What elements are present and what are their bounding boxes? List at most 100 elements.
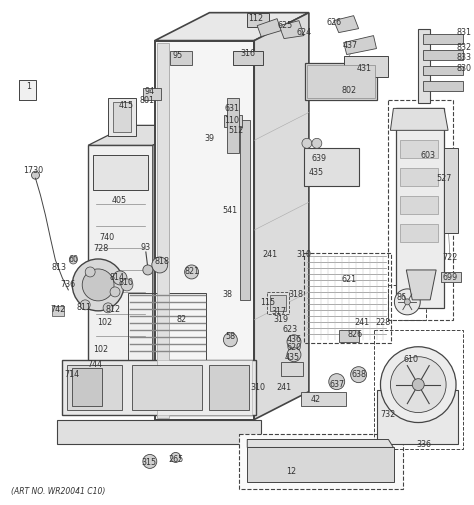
Bar xyxy=(155,40,254,420)
Circle shape xyxy=(184,265,199,279)
Bar xyxy=(247,447,394,482)
Text: 812: 812 xyxy=(106,306,120,314)
Bar xyxy=(396,109,444,308)
Text: 435: 435 xyxy=(308,168,323,177)
Circle shape xyxy=(287,348,301,362)
Bar xyxy=(344,56,388,77)
Text: 241: 241 xyxy=(263,250,278,260)
Text: 241: 241 xyxy=(354,318,369,327)
Bar xyxy=(304,148,359,186)
Text: 728: 728 xyxy=(93,243,109,252)
Text: 437: 437 xyxy=(343,41,358,50)
Circle shape xyxy=(72,259,124,311)
Text: 315: 315 xyxy=(141,458,156,467)
Circle shape xyxy=(287,335,301,349)
Text: 833: 833 xyxy=(456,53,472,62)
Bar xyxy=(88,145,153,385)
Circle shape xyxy=(394,289,420,315)
Text: 637: 637 xyxy=(329,380,344,389)
Circle shape xyxy=(110,287,120,297)
Text: 58: 58 xyxy=(225,332,236,341)
Text: 102: 102 xyxy=(98,318,113,327)
Text: 42: 42 xyxy=(311,395,321,404)
Circle shape xyxy=(143,454,157,469)
Text: 826: 826 xyxy=(347,330,362,339)
Text: (ART NO. WR20041 C10): (ART NO. WR20041 C10) xyxy=(10,487,105,496)
Bar xyxy=(388,285,426,320)
Text: 310: 310 xyxy=(296,250,311,260)
Circle shape xyxy=(404,299,410,305)
Text: 623: 623 xyxy=(283,325,298,334)
Text: 813: 813 xyxy=(52,264,67,273)
Text: 638: 638 xyxy=(351,370,366,379)
Bar xyxy=(157,42,169,418)
Bar xyxy=(376,390,458,444)
Bar xyxy=(63,360,256,415)
Polygon shape xyxy=(334,16,359,33)
Text: 310: 310 xyxy=(251,383,266,392)
Text: 336: 336 xyxy=(417,440,432,449)
Circle shape xyxy=(113,271,127,285)
Text: 95: 95 xyxy=(173,51,183,60)
Text: 436: 436 xyxy=(286,335,301,344)
Bar xyxy=(132,365,201,410)
Text: 639: 639 xyxy=(311,154,327,163)
Text: 265: 265 xyxy=(168,455,183,464)
Bar xyxy=(444,148,458,233)
Bar xyxy=(93,155,148,190)
Text: 714: 714 xyxy=(65,370,80,379)
Bar xyxy=(157,360,252,415)
Bar xyxy=(423,34,463,43)
Bar xyxy=(113,103,131,132)
Polygon shape xyxy=(391,109,448,130)
Text: 86: 86 xyxy=(396,293,406,302)
Text: 732: 732 xyxy=(381,410,396,419)
Circle shape xyxy=(381,347,456,423)
Bar xyxy=(304,253,392,343)
Circle shape xyxy=(171,452,181,463)
Circle shape xyxy=(121,279,133,291)
Text: 631: 631 xyxy=(225,104,240,113)
Text: 821: 821 xyxy=(184,268,199,276)
Circle shape xyxy=(223,333,237,347)
Text: 624: 624 xyxy=(296,28,311,37)
Bar xyxy=(305,63,376,100)
Text: 818: 818 xyxy=(154,258,169,267)
Text: 39: 39 xyxy=(204,134,215,143)
Bar xyxy=(128,293,207,362)
Text: 620: 620 xyxy=(286,343,301,352)
Text: 435: 435 xyxy=(284,353,300,362)
Text: 527: 527 xyxy=(437,174,452,183)
Bar xyxy=(228,98,239,154)
Bar xyxy=(423,81,463,91)
Text: 12: 12 xyxy=(286,467,296,476)
Bar xyxy=(53,306,64,316)
Text: 802: 802 xyxy=(341,86,356,95)
Text: 38: 38 xyxy=(222,290,232,299)
Text: 744: 744 xyxy=(88,360,103,369)
Text: 621: 621 xyxy=(341,275,356,284)
Text: 801: 801 xyxy=(139,96,155,105)
Polygon shape xyxy=(279,21,304,38)
Text: 317: 317 xyxy=(272,308,287,316)
Circle shape xyxy=(312,138,322,148)
Polygon shape xyxy=(406,270,436,300)
Bar xyxy=(423,49,463,60)
Text: 626: 626 xyxy=(326,18,341,27)
Bar xyxy=(401,196,438,214)
Polygon shape xyxy=(257,19,281,36)
Bar xyxy=(170,50,191,65)
Bar xyxy=(281,362,303,376)
Text: 241: 241 xyxy=(276,383,292,392)
Text: 1: 1 xyxy=(26,82,31,91)
Circle shape xyxy=(351,367,366,383)
Circle shape xyxy=(152,257,168,273)
Circle shape xyxy=(31,171,39,179)
Polygon shape xyxy=(155,13,309,40)
Text: 814: 814 xyxy=(109,273,125,282)
Circle shape xyxy=(412,379,424,391)
Circle shape xyxy=(302,138,312,148)
Text: 316: 316 xyxy=(241,49,256,58)
Bar xyxy=(57,420,261,444)
Bar xyxy=(339,330,359,342)
